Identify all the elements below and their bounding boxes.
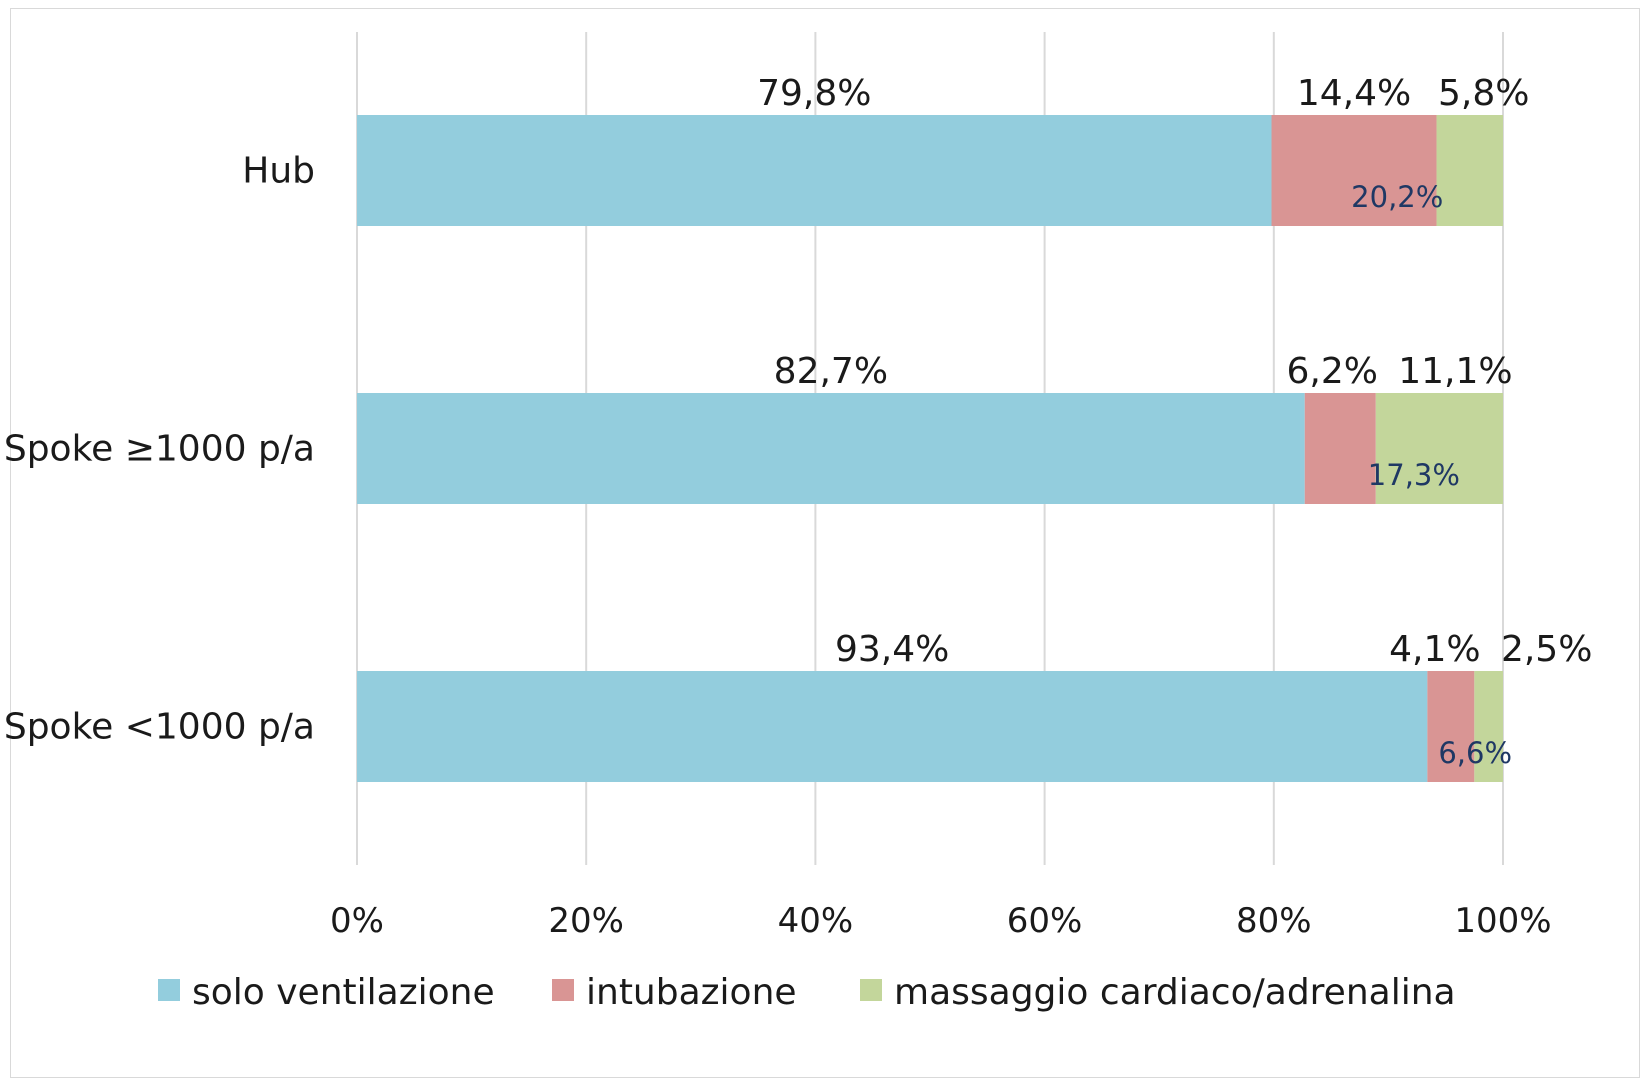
data-label-1-2: 11,1% <box>1398 351 1512 392</box>
data-label-0-0: 79,8% <box>757 73 871 114</box>
x-tick-label-2: 40% <box>778 901 854 941</box>
category-label-0: Hub <box>242 151 315 192</box>
data-label-0-1: 14,4% <box>1297 73 1411 114</box>
x-tick-label-3: 60% <box>1007 901 1083 941</box>
bar-segment-1-2 <box>1375 393 1503 504</box>
bar-segment-0-2 <box>1436 115 1503 226</box>
x-tick-label-4: 80% <box>1236 901 1312 941</box>
combined-label-0: 20,2% <box>1351 180 1443 214</box>
data-label-2-2: 2,5% <box>1501 629 1592 670</box>
bar-segment-0-1 <box>1271 115 1437 226</box>
legend-label-1: intubazione <box>586 972 797 1013</box>
chart-frame <box>10 8 1640 1078</box>
x-tick-label-0: 0% <box>330 901 384 941</box>
data-label-2-0: 93,4% <box>835 629 949 670</box>
data-label-2-1: 4,1% <box>1389 629 1480 670</box>
data-label-1-1: 6,2% <box>1287 351 1378 392</box>
bar-segment-1-1 <box>1304 393 1376 504</box>
legend-swatch-1 <box>552 979 574 1001</box>
category-label-1: Spoke ≥1000 p/a <box>4 429 315 470</box>
legend-label-0: solo ventilazione <box>192 972 495 1013</box>
bar-segment-2-0 <box>357 671 1428 782</box>
data-label-0-2: 5,8% <box>1438 73 1529 114</box>
bar-segment-2-2 <box>1474 671 1503 782</box>
combined-label-1: 17,3% <box>1368 458 1460 492</box>
bar-segment-2-1 <box>1427 671 1475 782</box>
bar-segment-0-0 <box>357 115 1272 226</box>
legend-label-2: massaggio cardiaco/adrenalina <box>894 972 1456 1013</box>
legend-swatch-2 <box>860 979 882 1001</box>
x-tick-label-1: 20% <box>548 901 624 941</box>
bar-segment-1-0 <box>357 393 1305 504</box>
combined-label-2: 6,6% <box>1438 736 1512 770</box>
category-label-2: Spoke <1000 p/a <box>4 707 315 748</box>
x-tick-label-5: 100% <box>1454 901 1551 941</box>
legend-swatch-0 <box>158 979 180 1001</box>
data-label-1-0: 82,7% <box>774 351 888 392</box>
